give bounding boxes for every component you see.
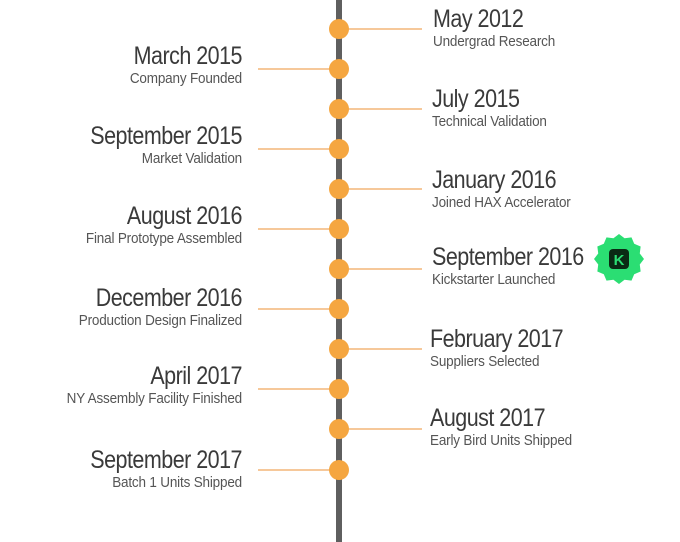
event-label: Kickstarter Launched (432, 271, 556, 288)
connector (258, 68, 336, 70)
connector (342, 188, 422, 190)
timeline-event-right: February 2017 Suppliers Selected (430, 325, 670, 371)
timeline-dot (329, 179, 349, 199)
event-label: Batch 1 Units Shipped (112, 474, 243, 491)
event-date: August 2017 (430, 404, 546, 432)
event-label: Production Design Finalized (78, 312, 242, 329)
timeline-dot (329, 19, 349, 39)
event-date: March 2015 (133, 42, 243, 70)
event-date: May 2012 (433, 5, 524, 33)
timeline-event-right: August 2017 Early Bird Units Shipped (430, 404, 670, 450)
event-label: Joined HAX Accelerator (432, 194, 571, 211)
timeline-event-right: January 2016 Joined HAX Accelerator (432, 166, 672, 212)
timeline-dot (329, 219, 349, 239)
connector (258, 308, 336, 310)
kickstarter-logo-icon: K (594, 234, 644, 284)
connector (258, 388, 336, 390)
event-date: July 2015 (432, 85, 520, 113)
timeline-dot (329, 460, 349, 480)
timeline-event-right: May 2012 Undergrad Research (433, 5, 673, 51)
event-date: September 2016 (432, 243, 584, 271)
event-label: Undergrad Research (433, 33, 556, 50)
event-label: Company Founded (129, 70, 242, 87)
timeline-event-left: August 2016 Final Prototype Assembled (2, 202, 243, 248)
timeline-dot (329, 99, 349, 119)
connector (258, 148, 336, 150)
timeline-dot (329, 59, 349, 79)
connector (342, 28, 422, 30)
timeline-event-right: September 2016 Kickstarter Launched (432, 243, 672, 289)
event-label: Early Bird Units Shipped (430, 432, 573, 449)
timeline-event-left: April 2017 NY Assembly Facility Finished (2, 362, 243, 408)
timeline-event-left: September 2017 Batch 1 Units Shipped (2, 446, 242, 492)
event-date: April 2017 (150, 362, 242, 390)
event-label: Suppliers Selected (430, 353, 540, 370)
event-date: December 2016 (95, 284, 243, 312)
timeline-dot (329, 139, 349, 159)
timeline-dot (329, 379, 349, 399)
event-label: Final Prototype Assembled (85, 230, 242, 247)
event-date: August 2016 (126, 202, 243, 230)
connector (342, 348, 422, 350)
event-date: February 2017 (430, 325, 564, 353)
connector (342, 108, 422, 110)
connector (258, 228, 336, 230)
timeline-dot (329, 339, 349, 359)
timeline-dot (329, 259, 349, 279)
event-date: September 2017 (90, 446, 242, 474)
event-label: Technical Validation (432, 113, 547, 130)
timeline-dot (329, 299, 349, 319)
timeline-dot (329, 419, 349, 439)
event-label: Market Validation (141, 150, 242, 167)
connector (342, 268, 422, 270)
event-date: September 2015 (90, 122, 242, 150)
connector (258, 469, 336, 471)
badge-letter: K (614, 252, 625, 269)
timeline-event-left: March 2015 Company Founded (2, 42, 243, 88)
timeline-event-left: December 2016 Production Design Finalize… (2, 284, 243, 330)
event-date: January 2016 (432, 166, 557, 194)
timeline-event-left: September 2015 Market Validation (2, 122, 242, 168)
timeline-event-right: July 2015 Technical Validation (432, 85, 672, 131)
event-label: NY Assembly Facility Finished (66, 390, 243, 407)
connector (342, 428, 422, 430)
